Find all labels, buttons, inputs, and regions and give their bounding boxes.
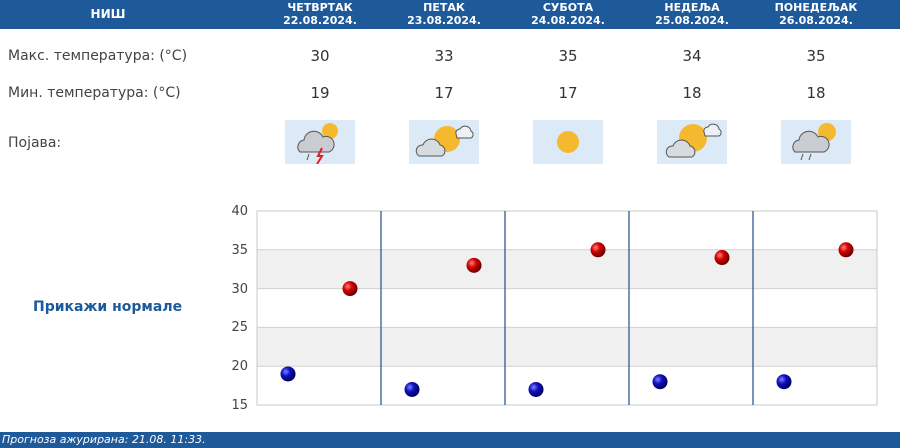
y-tick-label: 40 bbox=[218, 204, 248, 219]
y-tick-label: 20 bbox=[218, 359, 248, 374]
day-date: 23.08.2024. bbox=[382, 14, 506, 27]
day-header: СУБОТА 24.08.2024. bbox=[506, 1, 630, 27]
max-temp-point bbox=[343, 281, 358, 296]
min-temp-value: 18 bbox=[630, 84, 754, 102]
sun-cloud-icon bbox=[409, 120, 479, 164]
min-temp-point bbox=[529, 382, 544, 397]
day-date: 26.08.2024. bbox=[754, 14, 878, 27]
min-temp-value: 18 bbox=[754, 84, 878, 102]
max-temp-value: 34 bbox=[630, 47, 754, 65]
show-normals-link[interactable]: Прикажи нормале bbox=[33, 299, 182, 315]
max-temp-value: 35 bbox=[506, 47, 630, 65]
max-temp-label: Макс. температура: (°C) bbox=[8, 48, 187, 64]
min-temp-point bbox=[653, 374, 668, 389]
min-temp-value: 17 bbox=[382, 84, 506, 102]
day-name: ПОНЕДЕЉАК bbox=[754, 1, 878, 14]
day-date: 22.08.2024. bbox=[258, 14, 382, 27]
y-tick-label: 15 bbox=[218, 398, 248, 413]
day-name: ПЕТАК bbox=[382, 1, 506, 14]
day-header: НЕДЕЉА 25.08.2024. bbox=[630, 1, 754, 27]
min-temp-point bbox=[281, 366, 296, 381]
chart-frame bbox=[257, 211, 877, 405]
chart-band bbox=[257, 211, 877, 250]
day-name: СУБОТА bbox=[506, 1, 630, 14]
max-temp-value: 33 bbox=[382, 47, 506, 65]
chart-band bbox=[257, 366, 877, 405]
max-temp-point bbox=[591, 242, 606, 257]
day-name: НЕДЕЉА bbox=[630, 1, 754, 14]
day-header: ПОНЕДЕЉАК 26.08.2024. bbox=[754, 1, 878, 27]
day-date: 25.08.2024. bbox=[630, 14, 754, 27]
chart-band bbox=[257, 289, 877, 328]
day-name: ЧЕТВРТАК bbox=[258, 1, 382, 14]
storm-sun-cloud-icon bbox=[285, 120, 355, 164]
y-tick-label: 30 bbox=[218, 282, 248, 297]
day-header: ПЕТАК 23.08.2024. bbox=[382, 1, 506, 27]
y-tick-label: 35 bbox=[218, 243, 248, 258]
min-temp-label: Мин. температура: (°C) bbox=[8, 85, 181, 101]
y-tick-label: 25 bbox=[218, 320, 248, 335]
min-temp-value: 17 bbox=[506, 84, 630, 102]
shower-sun-cloud-icon bbox=[781, 120, 851, 164]
day-date: 24.08.2024. bbox=[506, 14, 630, 27]
max-temp-point bbox=[839, 242, 854, 257]
max-temp-point bbox=[467, 258, 482, 273]
sun-icon bbox=[533, 120, 603, 164]
chart-band bbox=[257, 327, 877, 366]
max-temp-value: 30 bbox=[258, 47, 382, 65]
max-temp-value: 35 bbox=[754, 47, 878, 65]
chart-band bbox=[257, 250, 877, 289]
min-temp-value: 19 bbox=[258, 84, 382, 102]
phenomenon-label: Појава: bbox=[8, 135, 61, 151]
forecast-updated-footer: Прогноза ажурирана: 21.08. 11:33. bbox=[0, 432, 900, 448]
min-temp-point bbox=[405, 382, 420, 397]
max-temp-point bbox=[715, 250, 730, 265]
min-temp-point bbox=[777, 374, 792, 389]
day-header: ЧЕТВРТАК 22.08.2024. bbox=[258, 1, 382, 27]
sun-cloud-icon bbox=[657, 120, 727, 164]
city-name: НИШ bbox=[0, 0, 216, 29]
